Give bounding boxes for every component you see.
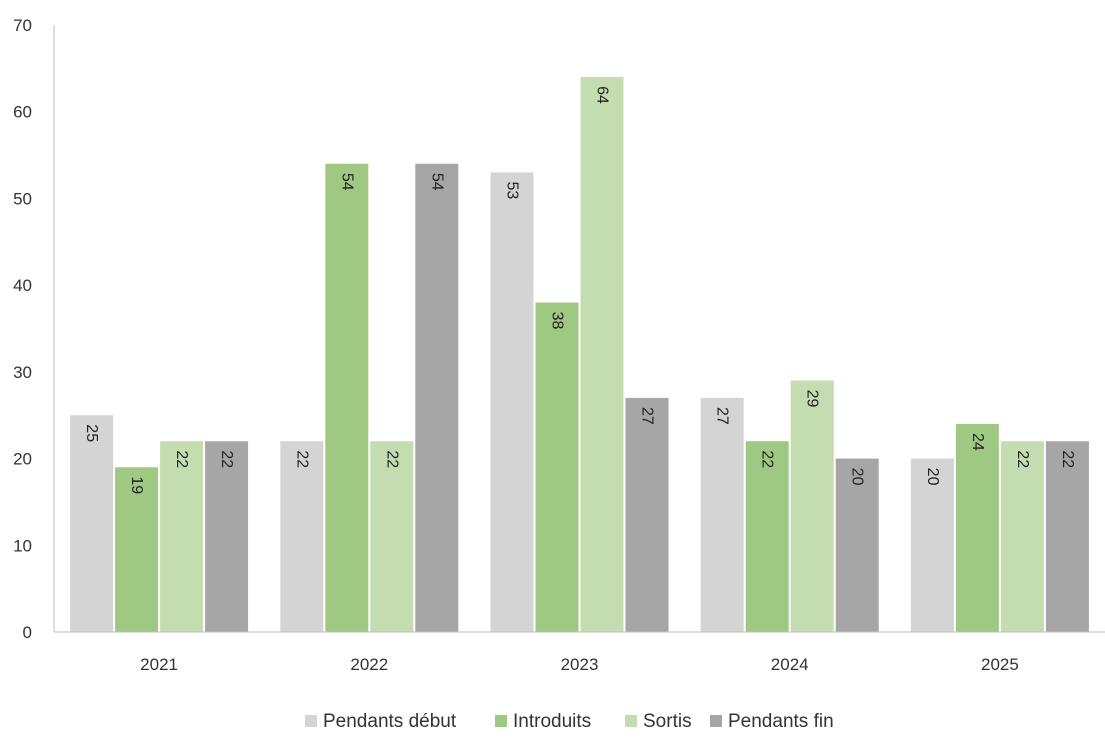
- data-label: 20: [849, 468, 866, 486]
- data-label: 22: [759, 450, 776, 468]
- y-tick-label: 60: [13, 103, 32, 122]
- bar: [415, 163, 459, 632]
- y-tick-label: 40: [13, 276, 32, 295]
- bar: [1045, 441, 1089, 632]
- y-tick-label: 0: [23, 623, 32, 642]
- legend-swatch: [495, 715, 507, 727]
- bar: [1000, 441, 1044, 632]
- x-tick-label: 2024: [771, 655, 809, 674]
- bar: [835, 458, 879, 632]
- data-label: 38: [549, 312, 566, 330]
- data-label: 22: [173, 450, 190, 468]
- bar: [535, 302, 579, 632]
- legend-swatch: [305, 715, 317, 727]
- bar: [370, 441, 414, 632]
- legend-label: Pendants fin: [728, 711, 834, 732]
- data-label: 27: [714, 407, 731, 425]
- legend-label: Introduits: [513, 711, 591, 732]
- bar: [115, 467, 159, 632]
- data-label: 27: [639, 407, 656, 425]
- bar: [70, 415, 114, 632]
- y-tick-label: 30: [13, 363, 32, 382]
- bar: [910, 458, 954, 632]
- bar: [700, 397, 744, 632]
- bar: [325, 163, 369, 632]
- data-label: 19: [128, 476, 145, 494]
- y-tick-label: 10: [13, 536, 32, 555]
- data-label: 53: [504, 182, 521, 200]
- data-label: 64: [594, 86, 611, 104]
- bar: [205, 441, 249, 632]
- x-tick-label: 2023: [561, 655, 599, 674]
- bar: [955, 423, 999, 632]
- y-axis: 0 10 20 30 40 50 60 70: [13, 16, 55, 642]
- bar: [490, 172, 534, 632]
- legend: Pendants début Introduits Sortis Pendants f…: [305, 711, 834, 732]
- bar: [160, 441, 204, 632]
- data-label: 22: [1059, 450, 1076, 468]
- y-tick-label: 70: [13, 16, 32, 35]
- data-label: 24: [969, 433, 986, 451]
- data-label: 54: [428, 173, 445, 191]
- y-tick-label: 20: [13, 450, 32, 469]
- x-axis: 2021 2022 2023 2024 2025: [54, 631, 1105, 674]
- legend-label: Sortis: [643, 711, 692, 732]
- legend-swatch: [625, 715, 637, 727]
- bar: [790, 380, 834, 632]
- data-label: 25: [83, 424, 100, 442]
- data-label: 22: [293, 450, 310, 468]
- bar: [580, 77, 624, 633]
- data-label: 22: [218, 450, 235, 468]
- x-tick-label: 2022: [350, 655, 388, 674]
- legend-swatch: [710, 715, 722, 727]
- data-label: 22: [383, 450, 400, 468]
- bar: [280, 441, 324, 632]
- x-tick-label: 2021: [140, 655, 178, 674]
- data-label: 29: [804, 390, 821, 408]
- data-label: 54: [338, 173, 355, 191]
- data-label: 22: [1014, 450, 1031, 468]
- x-tick-label: 2025: [981, 655, 1019, 674]
- y-tick-label: 50: [13, 189, 32, 208]
- legend-label: Pendants début: [323, 711, 457, 732]
- bar: [745, 441, 789, 632]
- bar: [625, 397, 669, 632]
- data-label: 20: [924, 468, 941, 486]
- bars: 25 19 22 22 22 54 22 54 53 38 64 27 27 22 29 20 20 24 22 22: [70, 77, 1089, 633]
